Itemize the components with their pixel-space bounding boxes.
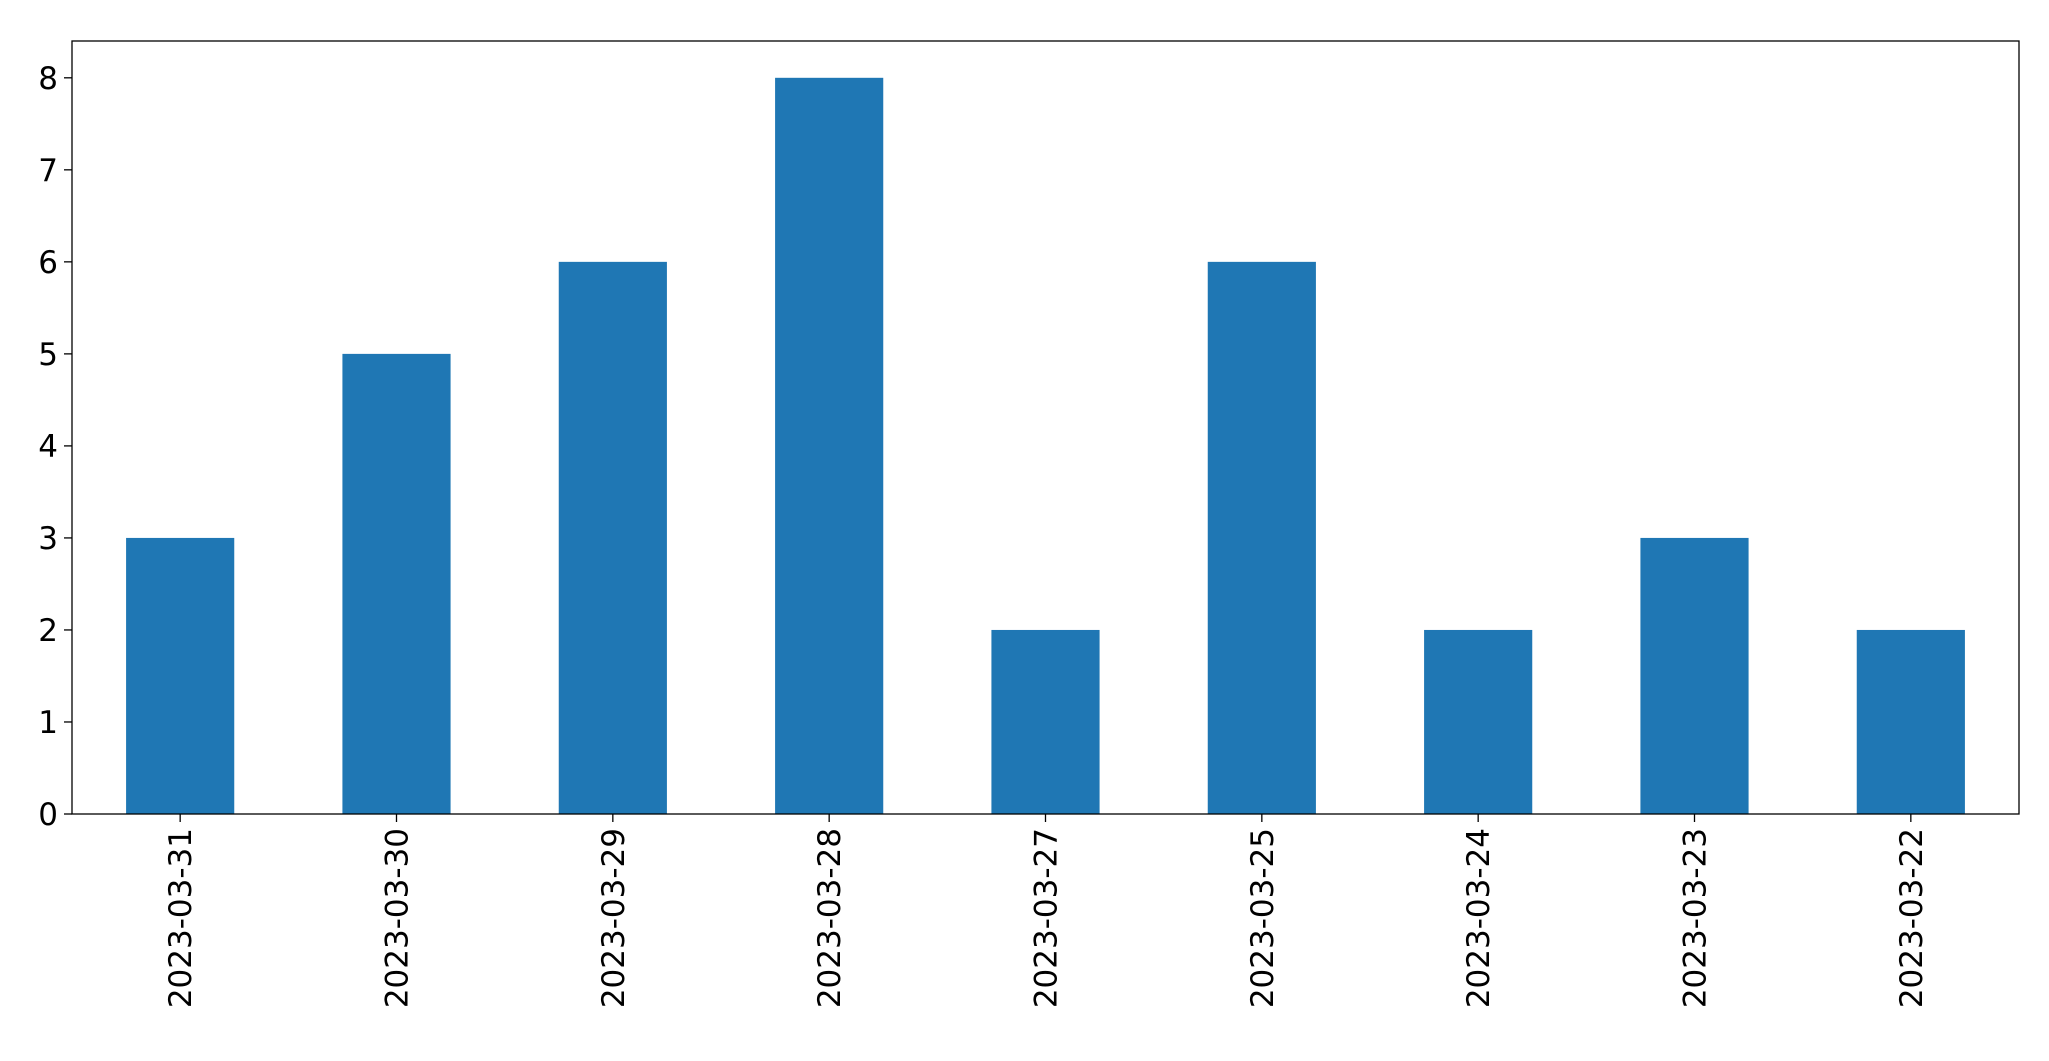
x-tick-label: 2023-03-24 [1461, 828, 1497, 1008]
y-tick-label: 7 [38, 153, 58, 189]
x-tick-label: 2023-03-31 [163, 828, 199, 1008]
x-tick-label: 2023-03-25 [1245, 828, 1281, 1008]
y-tick-label: 0 [38, 797, 58, 833]
x-tick-label: 2023-03-23 [1678, 828, 1714, 1008]
y-tick-label: 8 [38, 61, 58, 97]
x-tick-label: 2023-03-29 [596, 828, 632, 1008]
bar [1640, 537, 1749, 814]
bar [342, 353, 451, 814]
bar [126, 537, 235, 814]
plot-frame [71, 40, 2020, 815]
y-tick-label: 2 [38, 613, 58, 649]
bar [991, 629, 1100, 814]
y-tick-label: 6 [38, 245, 58, 281]
bar [1207, 261, 1316, 814]
bar [1856, 629, 1965, 814]
y-tick-label: 3 [38, 521, 58, 557]
x-tick-label: 2023-03-27 [1029, 828, 1065, 1008]
bar [558, 261, 667, 814]
x-tick-label: 2023-03-30 [380, 828, 416, 1008]
bar [1424, 629, 1533, 814]
y-tick-label: 1 [38, 705, 58, 741]
x-tick-label: 2023-03-22 [1894, 828, 1930, 1008]
x-tick-label: 2023-03-28 [812, 828, 848, 1008]
bar [775, 77, 884, 815]
y-tick-label: 5 [38, 337, 58, 373]
y-tick-label: 4 [38, 429, 58, 465]
